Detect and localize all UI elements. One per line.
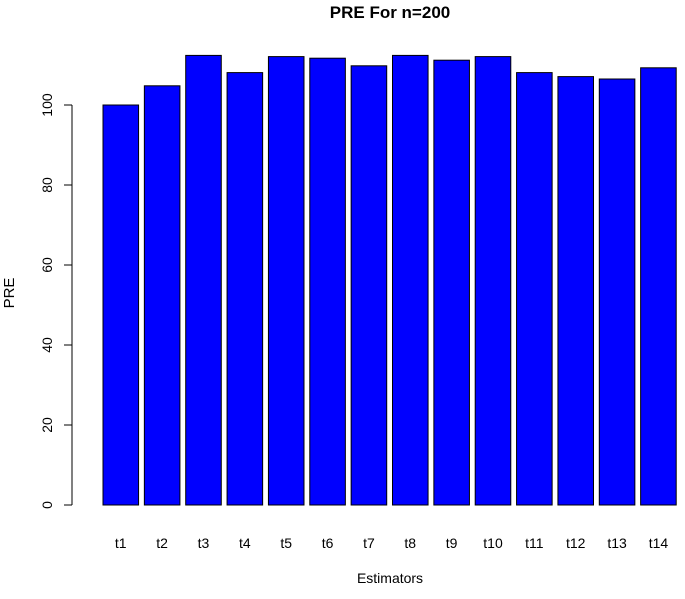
bar-t2 — [143, 85, 181, 506]
x-tick-label: t7 — [363, 535, 375, 551]
y-tick-label: 20 — [39, 417, 55, 433]
y-axis: 0 20 40 60 80 100 — [39, 93, 73, 509]
y-tick-label: 60 — [39, 257, 55, 273]
bar-t11 — [516, 72, 553, 506]
bar-t9 — [433, 59, 470, 506]
bar-t3 — [185, 54, 222, 506]
x-tick-label: t11 — [525, 535, 544, 551]
chart-title: PRE For n=200 — [330, 3, 450, 22]
x-tick-label: t1 — [115, 535, 127, 551]
bar-t13 — [598, 78, 636, 506]
x-tick-label: t2 — [156, 535, 168, 551]
x-tick-labels: t1 t2 t3 t4 t5 t6 t7 t8 t9 t10 t11 t12 t13 t14 — [115, 535, 668, 551]
x-tick-label: t14 — [649, 535, 669, 551]
x-tick-label: t12 — [566, 535, 586, 551]
x-tick-label: t6 — [322, 535, 334, 551]
bar-t1 — [102, 104, 140, 506]
bar-t7 — [350, 65, 388, 506]
y-tick-label: 80 — [39, 177, 55, 193]
x-tick-label: t13 — [607, 535, 627, 551]
bars-group — [102, 54, 677, 506]
x-tick-label: t8 — [404, 535, 416, 551]
y-tick-label: 100 — [39, 93, 55, 117]
x-tick-label: t4 — [239, 535, 251, 551]
x-tick-label: t9 — [446, 535, 458, 551]
bar-t10 — [474, 56, 512, 506]
bar-t5 — [267, 56, 305, 506]
bar-t14 — [640, 67, 677, 506]
x-tick-label: t3 — [198, 535, 210, 551]
x-axis-label: Estimators — [357, 570, 423, 586]
bar-t4 — [226, 72, 264, 506]
x-tick-label: t10 — [483, 535, 503, 551]
bar-t12 — [557, 76, 594, 506]
y-tick-label: 40 — [39, 337, 55, 353]
x-tick-label: t5 — [280, 535, 292, 551]
bar-t6 — [309, 57, 346, 506]
y-axis-label: PRE — [1, 278, 18, 309]
y-tick-label: 0 — [39, 501, 55, 509]
bar-t8 — [392, 54, 429, 506]
